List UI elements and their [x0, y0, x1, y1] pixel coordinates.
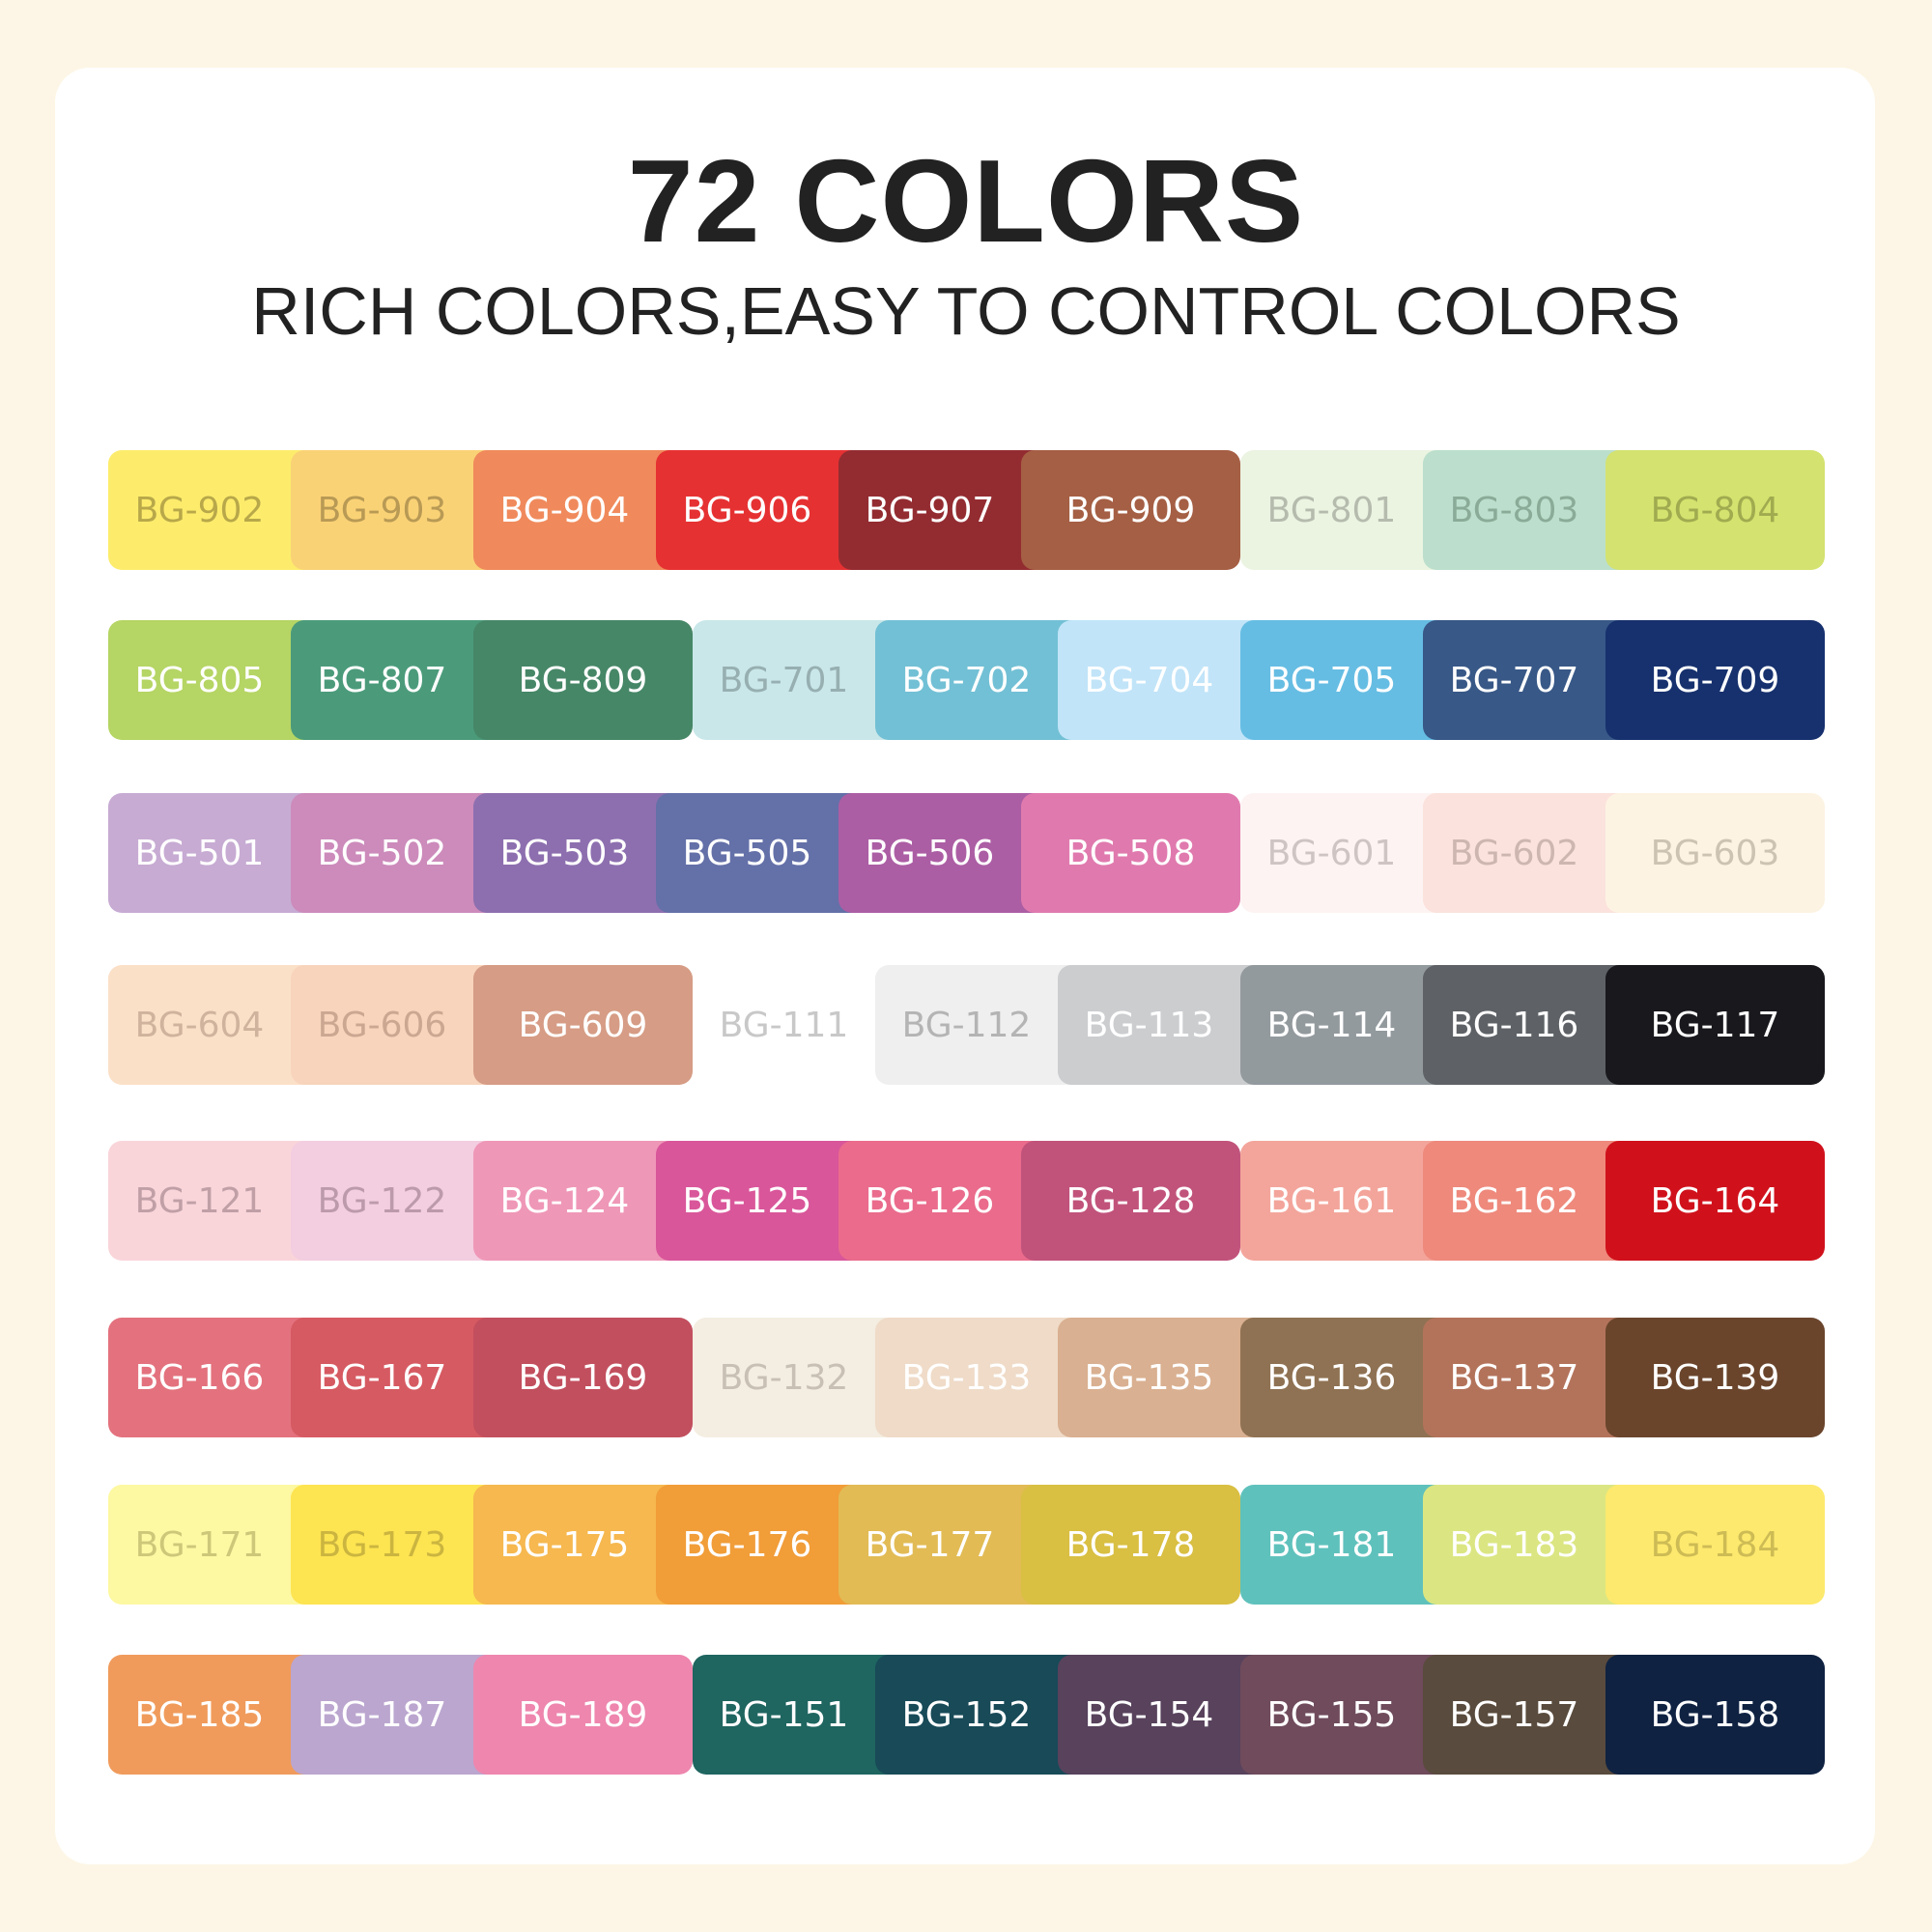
swatch-row: BG-902 BG-903 BG-904 BG-906 BG-907 BG-909 BG-8…	[0, 450, 1932, 570]
swatch-label: BG-803	[1449, 490, 1579, 530]
color-swatch: BG-603	[1605, 793, 1825, 913]
color-swatch: BG-809	[473, 620, 693, 740]
swatch-label: BG-506	[865, 833, 995, 873]
swatch-label: BG-158	[1650, 1694, 1780, 1735]
swatch-label: BG-169	[518, 1357, 648, 1398]
swatch-label: BG-907	[865, 490, 995, 530]
swatch-label: BG-184	[1650, 1524, 1780, 1565]
swatch-label: BG-189	[518, 1694, 648, 1735]
color-swatch: BG-128	[1021, 1141, 1240, 1261]
page-subtitle: RICH COLORS,EASY TO CONTROL COLORS	[251, 273, 1681, 349]
swatch-label: BG-903	[317, 490, 447, 530]
swatch-label: BG-181	[1266, 1524, 1397, 1565]
swatch-label: BG-187	[317, 1694, 447, 1735]
swatch-label: BG-177	[865, 1524, 995, 1565]
swatch-label: BG-173	[317, 1524, 447, 1565]
color-swatch: BG-158	[1605, 1655, 1825, 1775]
swatch-row: BG-805 BG-807 BG-809 BG-701 BG-702 BG-704 BG-7…	[0, 620, 1932, 740]
swatch-label: BG-602	[1449, 833, 1579, 873]
swatch-label: BG-178	[1065, 1524, 1196, 1565]
swatch-label: BG-702	[901, 660, 1032, 700]
swatch-row: BG-121 BG-122 BG-124 BG-125 BG-126 BG-128 BG-1…	[0, 1141, 1932, 1261]
swatch-label: BG-121	[134, 1180, 265, 1221]
color-swatch: BG-804	[1605, 450, 1825, 570]
color-swatch: BG-184	[1605, 1485, 1825, 1605]
swatch-label: BG-902	[134, 490, 265, 530]
swatch-label: BG-176	[682, 1524, 812, 1565]
swatch-row: BG-501 BG-502 BG-503 BG-505 BG-506 BG-508 BG-6…	[0, 793, 1932, 913]
swatch-label: BG-125	[682, 1180, 812, 1221]
swatch-label: BG-505	[682, 833, 812, 873]
color-swatch: BG-709	[1605, 620, 1825, 740]
swatch-label: BG-503	[499, 833, 630, 873]
swatch-label: BG-807	[317, 660, 447, 700]
color-swatch: BG-169	[473, 1318, 693, 1437]
swatch-label: BG-707	[1449, 660, 1579, 700]
swatch-label: BG-112	[901, 1005, 1032, 1045]
swatch-label: BG-139	[1650, 1357, 1780, 1398]
swatch-label: BG-162	[1449, 1180, 1579, 1221]
swatch-row: BG-185 BG-187 BG-189 BG-151 BG-152 BG-154 BG-1…	[0, 1655, 1932, 1775]
swatch-label: BG-809	[518, 660, 648, 700]
swatch-label: BG-113	[1084, 1005, 1214, 1045]
swatch-label: BG-805	[134, 660, 265, 700]
swatch-label: BG-151	[719, 1694, 849, 1735]
swatch-label: BG-501	[134, 833, 265, 873]
swatch-label: BG-128	[1065, 1180, 1196, 1221]
swatch-label: BG-122	[317, 1180, 447, 1221]
swatch-label: BG-116	[1449, 1005, 1579, 1045]
swatch-row: BG-171 BG-173 BG-175 BG-176 BG-177 BG-178 BG-1…	[0, 1485, 1932, 1605]
color-swatch: BG-117	[1605, 965, 1825, 1085]
swatch-label: BG-171	[134, 1524, 265, 1565]
swatch-label: BG-133	[901, 1357, 1032, 1398]
swatch-label: BG-161	[1266, 1180, 1397, 1221]
swatch-row: BG-166 BG-167 BG-169 BG-132 BG-133 BG-135 BG-1…	[0, 1318, 1932, 1437]
swatch-label: BG-801	[1266, 490, 1397, 530]
swatch-label: BG-909	[1065, 490, 1196, 530]
swatch-label: BG-154	[1084, 1694, 1214, 1735]
color-swatch: BG-164	[1605, 1141, 1825, 1261]
color-swatch: BG-909	[1021, 450, 1240, 570]
swatch-label: BG-906	[682, 490, 812, 530]
color-swatch: BG-139	[1605, 1318, 1825, 1437]
color-swatch: BG-178	[1021, 1485, 1240, 1605]
swatch-label: BG-606	[317, 1005, 447, 1045]
swatch-label: BG-609	[518, 1005, 648, 1045]
swatch-label: BG-704	[1084, 660, 1214, 700]
swatch-label: BG-604	[134, 1005, 265, 1045]
swatch-label: BG-709	[1650, 660, 1780, 700]
swatch-label: BG-114	[1266, 1005, 1397, 1045]
swatch-label: BG-183	[1449, 1524, 1579, 1565]
swatch-label: BG-166	[134, 1357, 265, 1398]
swatch-label: BG-601	[1266, 833, 1397, 873]
color-swatch: BG-508	[1021, 793, 1240, 913]
color-swatch: BG-189	[473, 1655, 693, 1775]
swatch-label: BG-155	[1266, 1694, 1397, 1735]
swatch-label: BG-132	[719, 1357, 849, 1398]
swatch-label: BG-705	[1266, 660, 1397, 700]
swatch-label: BG-117	[1650, 1005, 1780, 1045]
swatch-label: BG-126	[865, 1180, 995, 1221]
swatch-label: BG-175	[499, 1524, 630, 1565]
swatch-label: BG-502	[317, 833, 447, 873]
swatch-label: BG-904	[499, 490, 630, 530]
color-swatch: BG-609	[473, 965, 693, 1085]
swatch-label: BG-701	[719, 660, 849, 700]
swatch-label: BG-152	[901, 1694, 1032, 1735]
page-title: 72 COLORS	[627, 135, 1305, 267]
swatch-label: BG-157	[1449, 1694, 1579, 1735]
swatch-label: BG-111	[719, 1005, 849, 1045]
swatch-label: BG-603	[1650, 833, 1780, 873]
swatch-label: BG-185	[134, 1694, 265, 1735]
swatch-row: BG-604 BG-606 BG-609 BG-111 BG-112 BG-113 BG-1…	[0, 965, 1932, 1085]
swatch-label: BG-164	[1650, 1180, 1780, 1221]
swatch-label: BG-135	[1084, 1357, 1214, 1398]
swatch-label: BG-167	[317, 1357, 447, 1398]
swatch-label: BG-136	[1266, 1357, 1397, 1398]
swatch-label: BG-137	[1449, 1357, 1579, 1398]
swatch-label: BG-804	[1650, 490, 1780, 530]
swatch-label: BG-508	[1065, 833, 1196, 873]
swatch-label: BG-124	[499, 1180, 630, 1221]
